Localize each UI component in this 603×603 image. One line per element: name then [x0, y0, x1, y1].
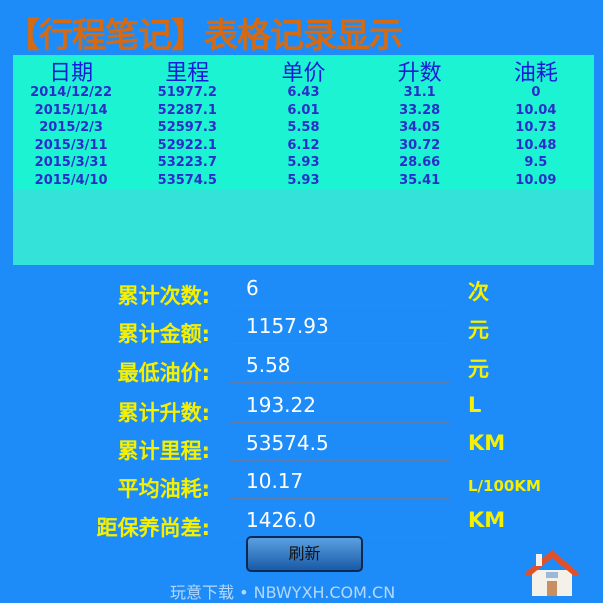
stat-label: 累计金额:	[117, 322, 210, 346]
stat-unit: KM	[468, 508, 506, 532]
refresh-button[interactable]: 刷新	[246, 536, 363, 572]
cell-liters: 31.1	[403, 85, 436, 101]
stat-value-field[interactable]: 6	[230, 276, 450, 306]
stat-unit: L/100KM	[468, 477, 541, 495]
cell-price: 6.43	[287, 85, 320, 101]
table-row[interactable]: 2015/1/14 52287.1 6.01 33.28 10.04	[13, 102, 594, 120]
stat-label: 最低油价:	[117, 361, 210, 385]
stat-value-field[interactable]: 53574.5	[230, 431, 450, 461]
cell-date: 2015/1/14	[34, 102, 108, 118]
cell-mileage: 52597.3	[157, 120, 217, 136]
watermark: 玩意下载 • NBWYXH.COM.CN	[170, 583, 396, 602]
header-date: 日期	[49, 60, 94, 86]
cell-price: 6.01	[287, 102, 320, 118]
table-row[interactable]: 2015/3/11 52922.1 6.12 30.72 10.48	[13, 137, 594, 155]
stat-value-field[interactable]: 193.22	[230, 393, 450, 423]
page-title: 【行程笔记】表格记录显示	[6, 16, 403, 56]
cell-liters: 35.41	[399, 172, 441, 188]
cell-mileage: 52922.1	[157, 137, 217, 153]
cell-price: 5.93	[287, 155, 320, 171]
cell-consumption: 9.5	[524, 155, 548, 171]
table-row[interactable]: 2014/12/22 51977.2 6.43 31.1 0	[13, 84, 594, 102]
cell-date: 2014/12/22	[30, 85, 113, 101]
cell-mileage: 53223.7	[157, 155, 217, 171]
header-mileage: 里程	[165, 60, 210, 86]
cell-date: 2015/3/31	[34, 155, 108, 171]
table-row[interactable]: 2015/3/31 53223.7 5.93 28.66 9.5	[13, 154, 594, 172]
cell-date: 2015/2/3	[39, 120, 103, 136]
cell-mileage: 53574.5	[157, 172, 217, 188]
cell-liters: 33.28	[399, 102, 441, 118]
cell-date: 2015/4/10	[34, 172, 108, 188]
stat-value-field[interactable]: 1426.0	[230, 508, 450, 538]
cell-consumption: 10.04	[515, 102, 557, 118]
cell-mileage: 52287.1	[157, 102, 217, 118]
stat-label: 累计次数:	[117, 284, 210, 308]
stat-unit: 元	[468, 357, 489, 381]
stat-value-field[interactable]: 5.58	[230, 353, 450, 383]
stat-unit: L	[468, 393, 482, 417]
records-table: 日期 里程 单价 升数 油耗 2014/12/22 51977.2 6.43 31.1…	[13, 55, 594, 265]
table-row[interactable]: 2015/4/10 53574.5 5.93 35.41 10.09	[13, 172, 594, 190]
cell-price: 5.93	[287, 172, 320, 188]
stat-value-field[interactable]: 10.17	[230, 469, 450, 499]
home-icon[interactable]	[522, 548, 582, 596]
header-liters: 升数	[397, 60, 442, 86]
cell-liters: 30.72	[399, 137, 441, 153]
cell-liters: 34.05	[399, 120, 441, 136]
cell-price: 5.58	[287, 120, 320, 136]
cell-price: 6.12	[287, 137, 320, 153]
cell-consumption: 10.73	[515, 120, 557, 136]
cell-liters: 28.66	[399, 155, 441, 171]
cell-mileage: 51977.2	[157, 85, 217, 101]
cell-consumption: 10.09	[515, 172, 557, 188]
header-price: 单价	[281, 60, 326, 86]
cell-consumption: 0	[531, 85, 541, 101]
stat-unit: 次	[468, 280, 489, 304]
stat-unit: 元	[468, 318, 489, 342]
cell-date: 2015/3/11	[34, 137, 108, 153]
stat-label: 平均油耗:	[117, 477, 210, 501]
stat-label: 累计里程:	[117, 439, 210, 463]
header-consumption: 油耗	[513, 60, 558, 86]
stat-label: 累计升数:	[117, 401, 210, 425]
stat-unit: KM	[468, 431, 506, 455]
table-header: 日期 里程 单价 升数 油耗	[13, 57, 594, 86]
stat-value-field[interactable]: 1157.93	[230, 314, 450, 344]
stat-label: 距保养尚差:	[96, 516, 210, 540]
table-row[interactable]: 2015/2/3 52597.3 5.58 34.05 10.73	[13, 119, 594, 137]
cell-consumption: 10.48	[515, 137, 557, 153]
